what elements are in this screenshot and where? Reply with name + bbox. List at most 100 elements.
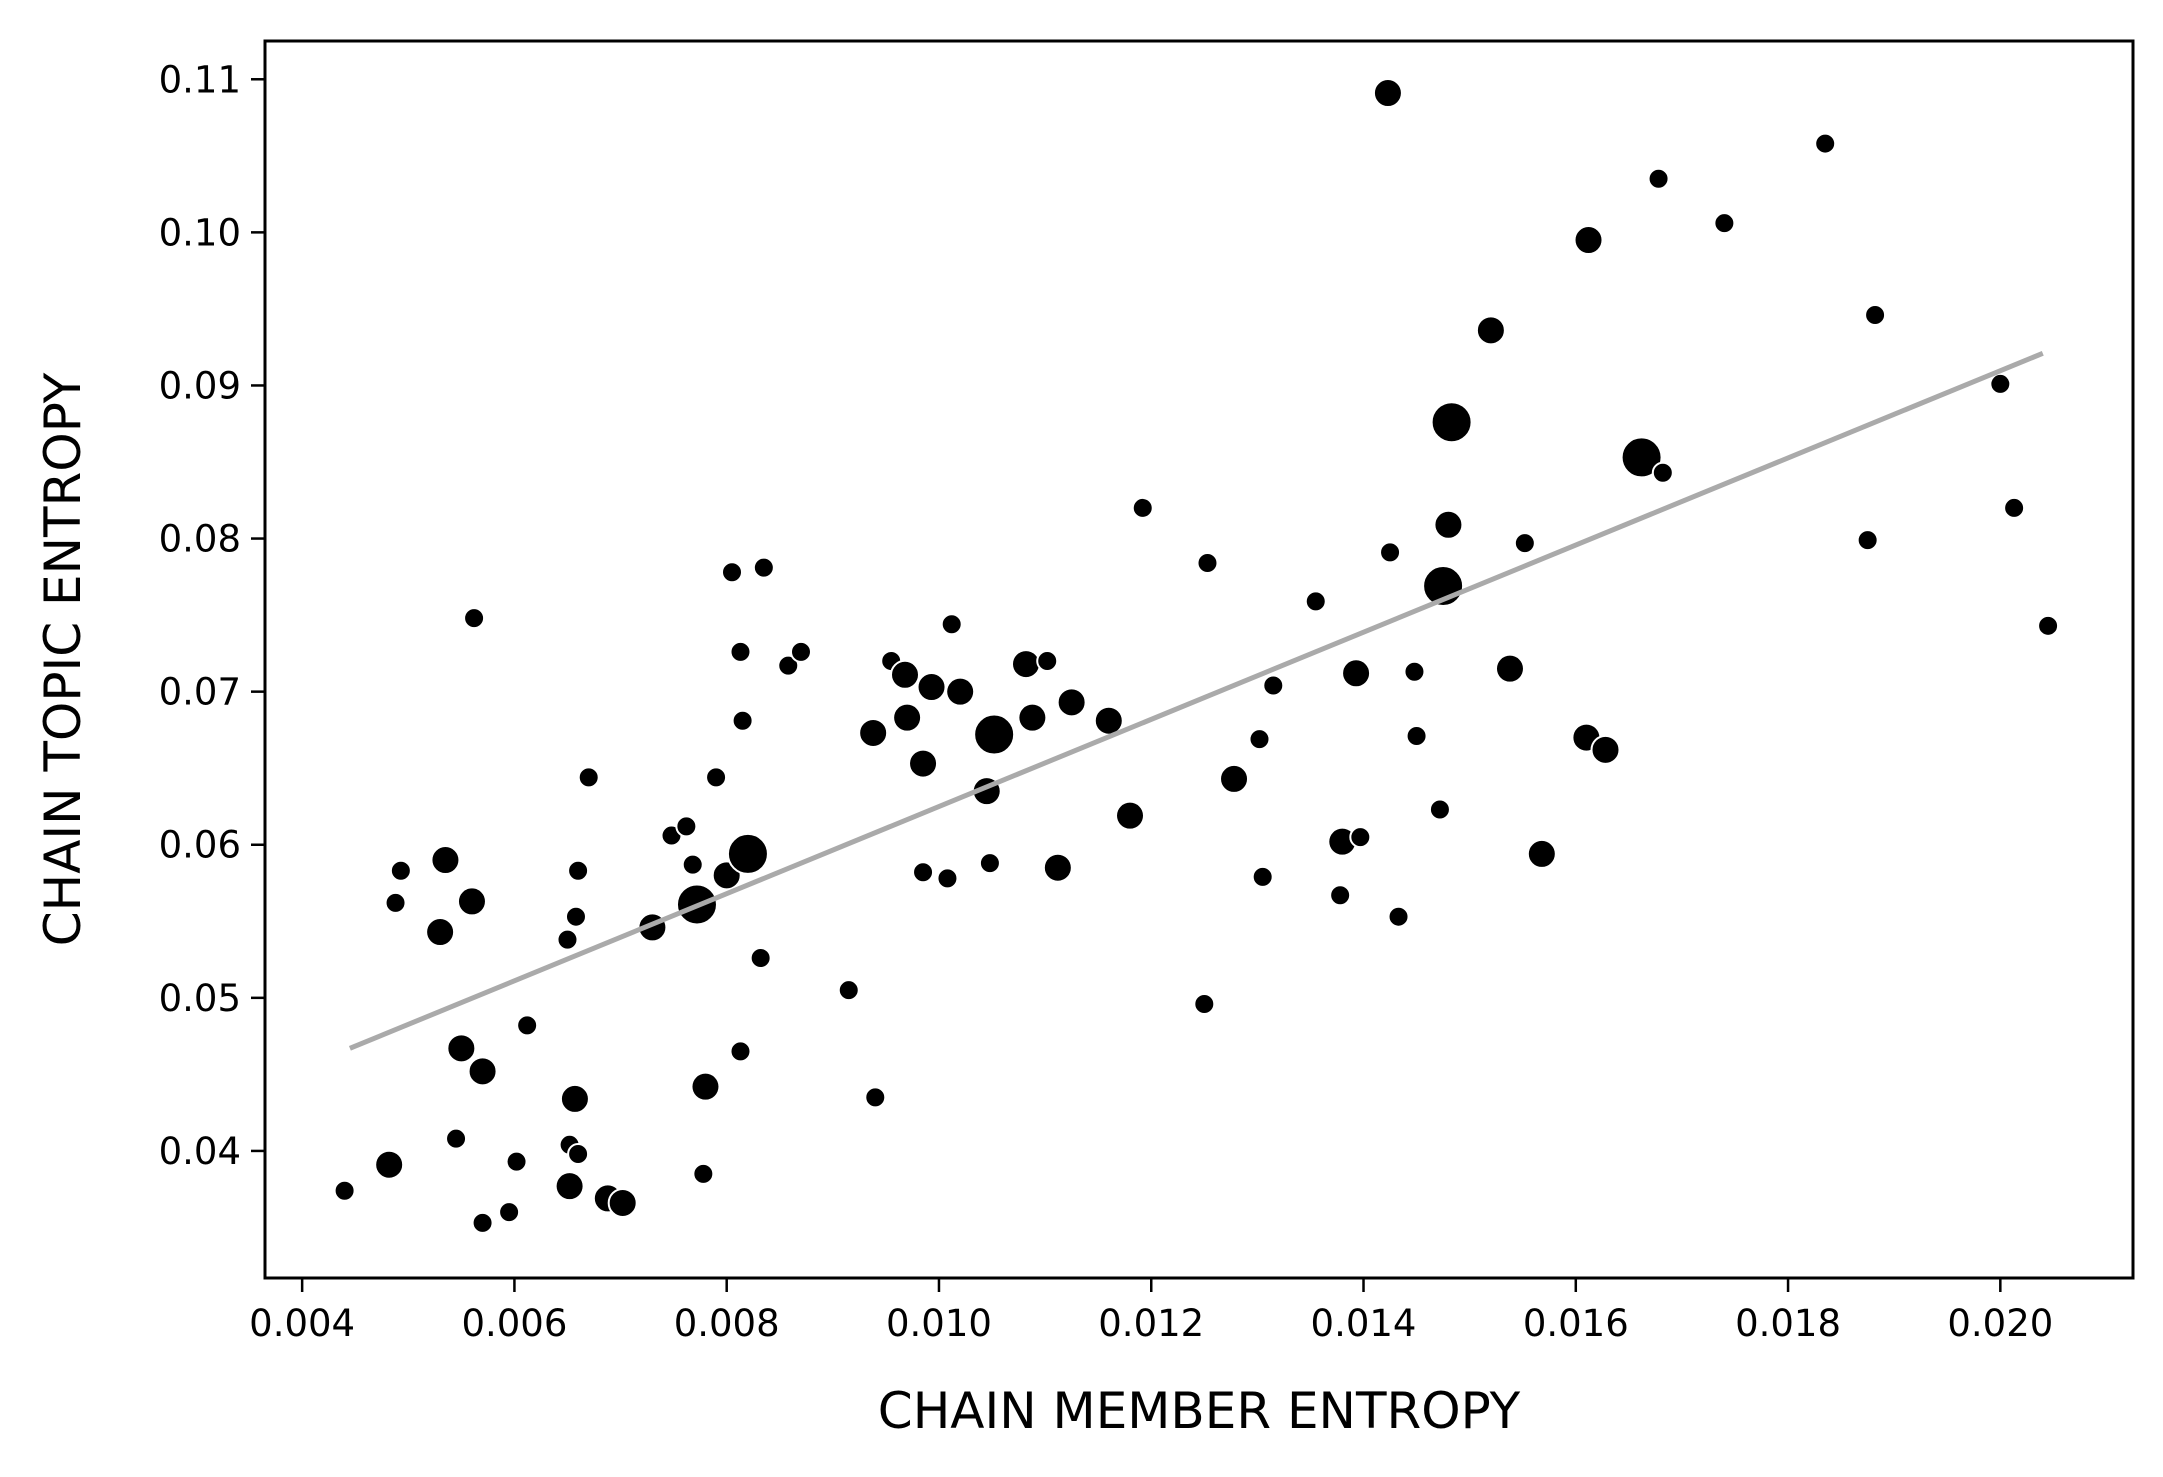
data-point <box>681 853 704 876</box>
data-point <box>505 1150 528 1173</box>
y-tick-label: 0.04 <box>159 1130 241 1173</box>
data-point <box>1372 78 1403 109</box>
data-point <box>690 1071 721 1102</box>
data-point <box>456 886 487 917</box>
data-point <box>1219 763 1250 794</box>
data-point <box>1573 225 1604 256</box>
data-point <box>912 861 935 884</box>
data-point <box>564 905 587 928</box>
data-points <box>333 78 2060 1234</box>
data-point <box>1430 401 1473 444</box>
y-tick-label: 0.08 <box>159 518 241 561</box>
x-tick-label: 0.004 <box>249 1302 355 1345</box>
data-point <box>1349 826 1372 849</box>
data-point <box>1010 649 1041 680</box>
data-point <box>864 1086 887 1109</box>
data-point <box>333 1179 356 1202</box>
data-point <box>940 613 963 636</box>
data-point <box>463 607 486 630</box>
x-tick-label: 0.006 <box>461 1302 567 1345</box>
data-point <box>978 852 1001 875</box>
data-point <box>1405 725 1428 748</box>
data-point <box>729 1040 752 1063</box>
data-point <box>1494 653 1525 684</box>
data-point <box>705 766 728 789</box>
data-point <box>916 672 947 703</box>
data-point <box>1379 541 1402 564</box>
x-tick-label: 0.014 <box>1311 1302 1417 1345</box>
y-tick-label: 0.11 <box>159 58 241 101</box>
data-point <box>1403 660 1426 683</box>
trend-line <box>348 350 2044 1051</box>
plot-frame <box>263 39 2135 1280</box>
data-point <box>1056 687 1087 718</box>
data-point <box>890 659 921 690</box>
data-point <box>1526 838 1557 869</box>
data-point <box>1651 461 1674 484</box>
data-point <box>389 859 412 882</box>
data-point <box>1193 992 1216 1015</box>
y-axis-ticks: 0.04 0.05 0.06 0.07 0.08 0.09 0.10 0.11 <box>159 58 265 1173</box>
data-point <box>1017 702 1048 733</box>
data-point <box>1590 734 1621 765</box>
data-point <box>973 713 1016 756</box>
data-point <box>2037 614 2060 637</box>
data-point <box>1115 800 1146 831</box>
x-axis-ticks: 0.004 0.006 0.008 0.010 0.012 0.014 0.016 0.018… <box>249 1278 2053 1345</box>
x-tick-label: 0.012 <box>1098 1302 1204 1345</box>
data-point <box>1131 496 1154 519</box>
data-point <box>749 947 772 970</box>
data-point <box>1341 658 1372 689</box>
data-point <box>777 654 800 677</box>
data-point <box>1864 304 1887 327</box>
data-point <box>1513 532 1536 555</box>
data-point <box>731 709 754 732</box>
data-point <box>567 1142 590 1165</box>
data-point <box>1387 905 1410 928</box>
data-point <box>1428 798 1451 821</box>
data-point <box>430 845 461 876</box>
data-point <box>1647 167 1670 190</box>
data-point <box>1433 509 1464 540</box>
data-point <box>467 1056 498 1087</box>
data-point <box>1814 132 1837 155</box>
data-point <box>516 1014 539 1037</box>
data-point <box>445 1127 468 1150</box>
data-point <box>1713 212 1736 235</box>
data-point <box>577 766 600 789</box>
data-point <box>729 640 752 663</box>
data-point <box>1196 552 1219 575</box>
data-point <box>1304 590 1327 613</box>
y-tick-label: 0.07 <box>159 671 241 714</box>
x-tick-label: 0.008 <box>674 1302 780 1345</box>
data-point <box>908 748 939 779</box>
data-point <box>567 859 590 882</box>
data-point <box>726 832 769 875</box>
x-tick-label: 0.020 <box>1947 1302 2053 1345</box>
data-point <box>837 979 860 1002</box>
data-point <box>446 1033 477 1064</box>
data-point <box>1262 674 1285 697</box>
data-point <box>556 928 579 951</box>
y-tick-label: 0.05 <box>159 977 241 1020</box>
data-point <box>1856 529 1879 552</box>
y-axis-title: CHAIN TOPIC ENTROPY <box>34 372 92 946</box>
data-point <box>1248 728 1271 751</box>
y-tick-label: 0.06 <box>159 824 241 867</box>
x-tick-label: 0.016 <box>1523 1302 1629 1345</box>
data-point <box>858 717 889 748</box>
x-axis-title: CHAIN MEMBER ENTROPY <box>878 1382 1521 1440</box>
data-point <box>945 676 976 707</box>
data-point <box>1620 436 1663 479</box>
data-point <box>752 556 775 579</box>
data-point <box>374 1149 405 1180</box>
data-point <box>1036 650 1059 673</box>
data-point <box>721 561 743 584</box>
data-point <box>425 917 456 948</box>
data-point <box>471 1211 494 1234</box>
data-point <box>2003 496 2026 519</box>
data-point <box>1042 852 1073 883</box>
data-point <box>607 1187 638 1218</box>
data-point <box>1329 884 1352 907</box>
